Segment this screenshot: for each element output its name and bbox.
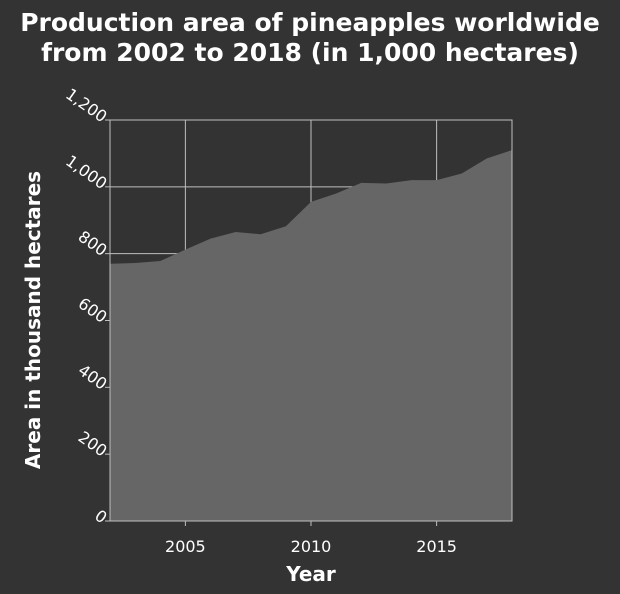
x-axis-label: Year <box>285 562 336 586</box>
tick-labels: 2005 2010 2015 0 200 400 600 800 1,000 1,200 <box>62 84 457 556</box>
x-tick-label-2005: 2005 <box>165 537 206 556</box>
chart-title-line-2: from 2002 to 2018 (in 1,000 hectares) <box>41 38 579 67</box>
y-tick-label-400: 400 <box>75 361 111 394</box>
area-fill <box>110 150 512 521</box>
y-axis-label: Area in thousand hectares <box>21 171 45 469</box>
y-tick-label-200: 200 <box>75 427 111 460</box>
y-tick-label-600: 600 <box>75 294 111 327</box>
x-tick-label-2010: 2010 <box>291 537 332 556</box>
axes <box>105 119 513 526</box>
x-tick-label-2015: 2015 <box>416 537 457 556</box>
chart-title-line-1: Production area of pineapples worldwide <box>20 8 600 37</box>
y-tick-label-0: 0 <box>91 506 110 527</box>
y-tick-label-800: 800 <box>75 227 111 260</box>
y-tick-label-1200: 1,200 <box>62 84 110 126</box>
area-series <box>109 150 513 521</box>
y-tick-label-1000: 1,000 <box>62 151 110 193</box>
